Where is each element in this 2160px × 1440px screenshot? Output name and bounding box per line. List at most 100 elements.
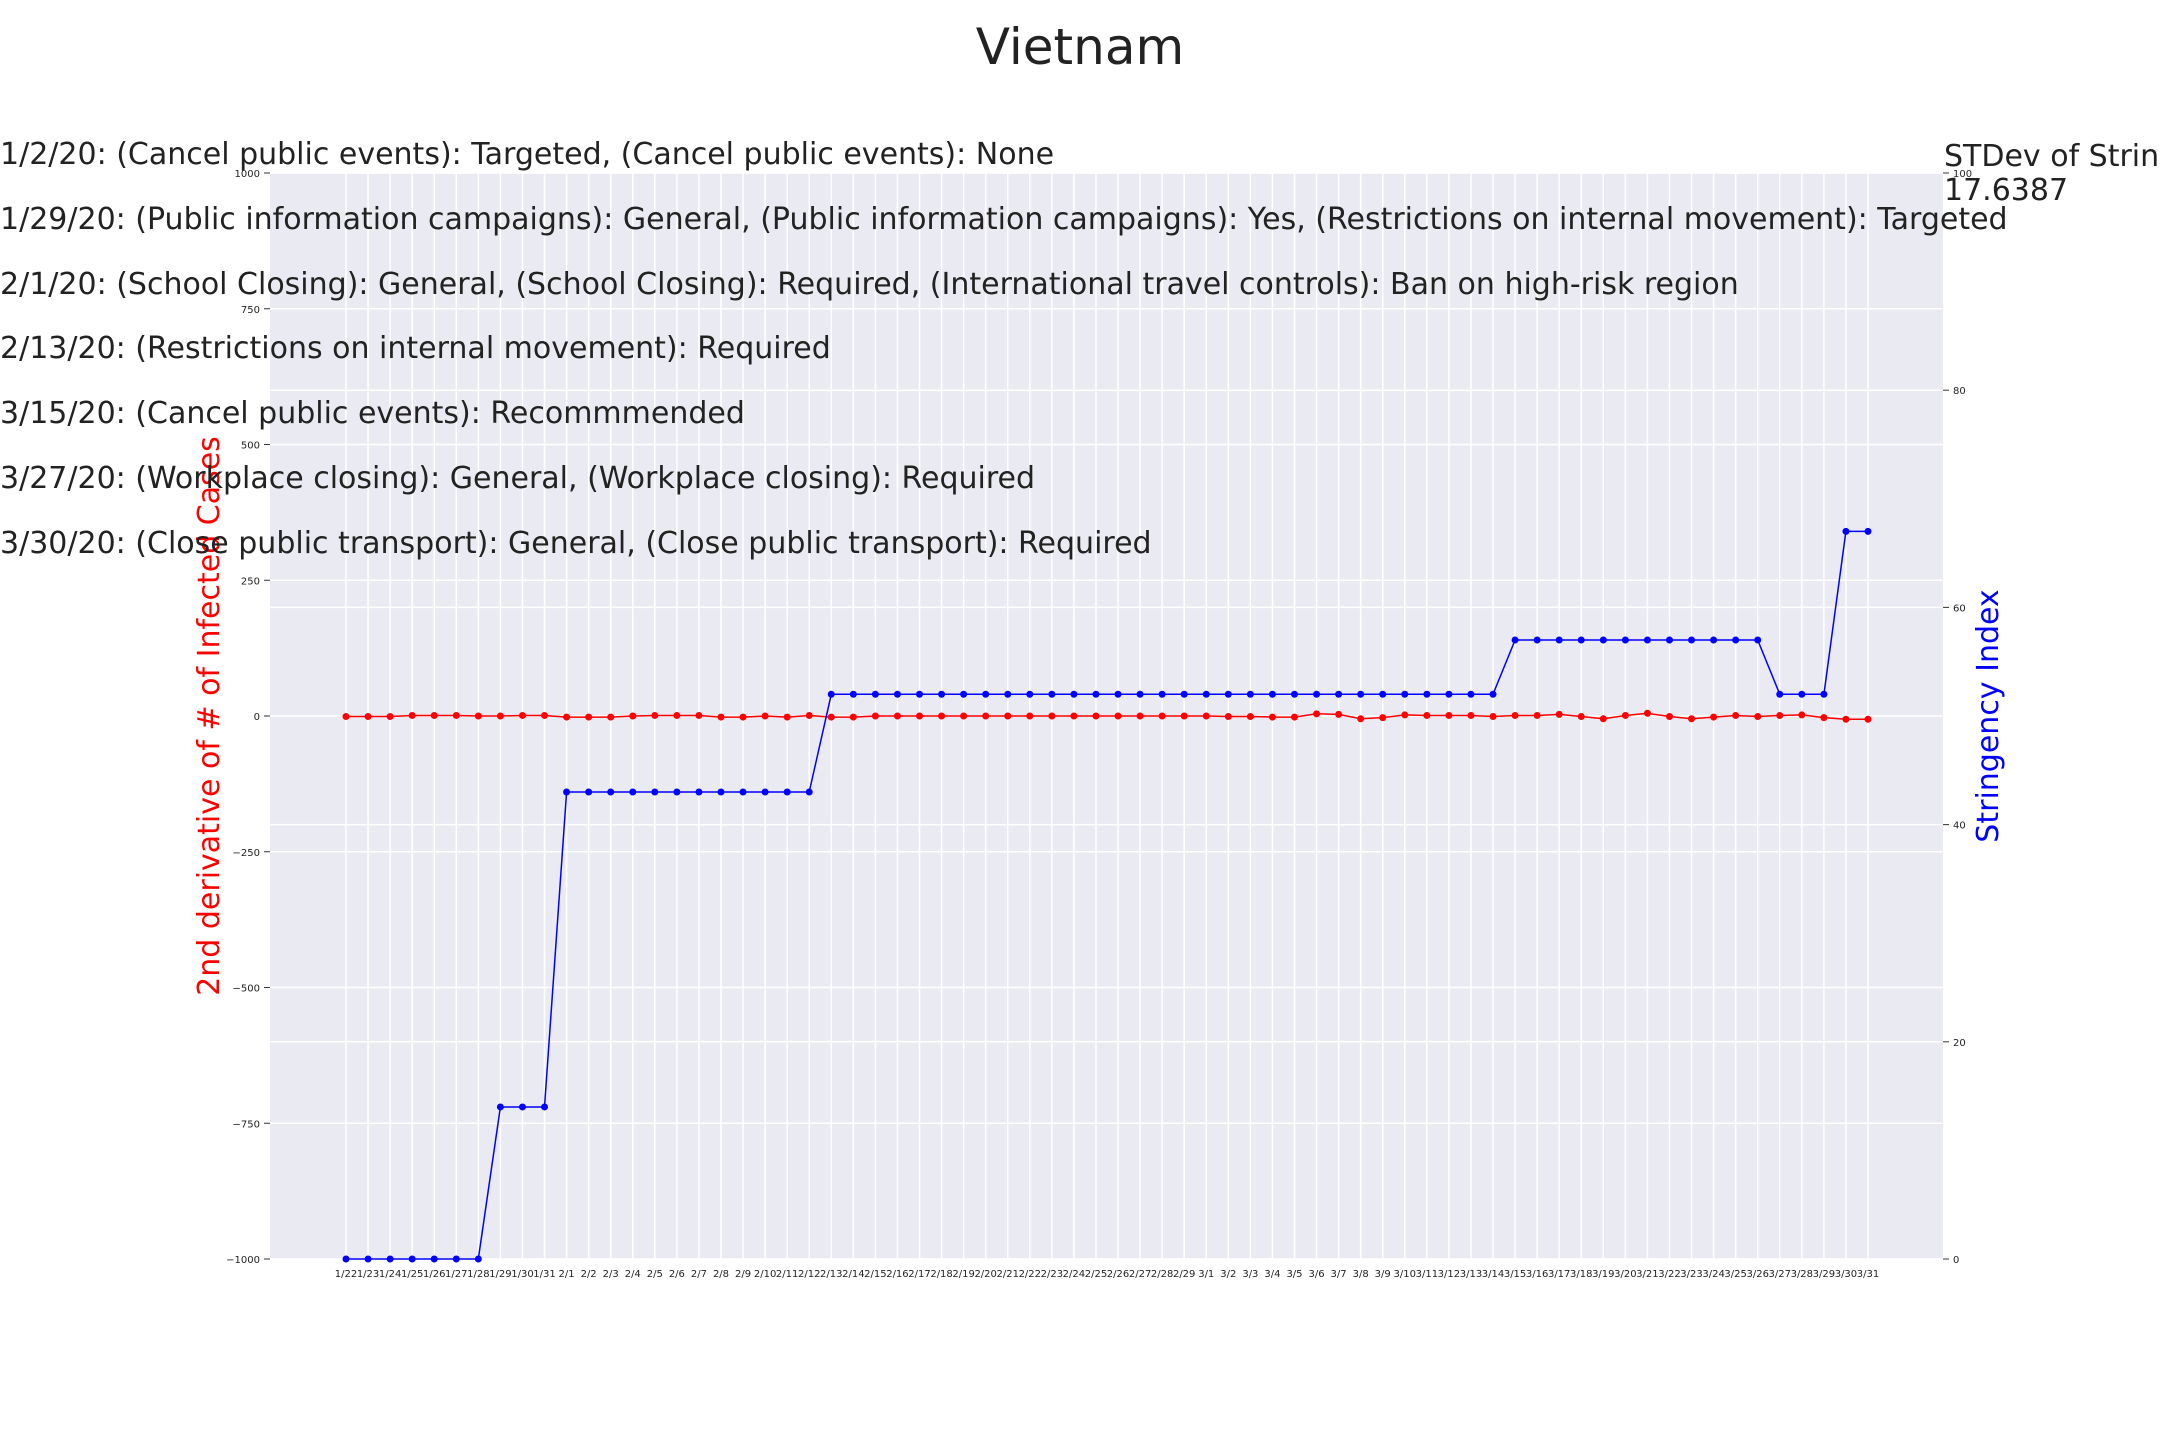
series-line	[346, 530, 1868, 1260]
x-tick-label: 2/16	[886, 1269, 908, 1280]
data-point	[893, 690, 901, 698]
data-point	[1401, 711, 1409, 719]
data-point	[1313, 690, 1321, 698]
data-point	[1180, 712, 1188, 720]
data-point	[1754, 713, 1762, 721]
x-tick-label: 3/6	[1309, 1269, 1325, 1280]
data-point	[673, 711, 681, 719]
data-point	[783, 788, 791, 796]
x-tick-label: 1/22	[335, 1269, 357, 1280]
data-point	[1643, 636, 1651, 644]
annotation-7: 3/30/20: (Close public transport): Gener…	[0, 526, 1152, 561]
series-line	[346, 712, 1868, 721]
data-point	[1070, 690, 1078, 698]
right-tick-label: 20	[1953, 1038, 1966, 1049]
annotation-2: 1/29/20: (Public information campaigns):…	[0, 202, 2008, 237]
left-axis-ticks: −1000 −750 −500 −250 0 250 500 750 1000	[226, 169, 270, 1266]
data-point	[1776, 711, 1784, 719]
data-point	[960, 712, 968, 720]
data-point	[1688, 636, 1696, 644]
left-tick-label: −500	[233, 984, 260, 995]
stdev-box: STDev of Stringency Index: 17.6387	[1944, 140, 2160, 208]
data-point	[342, 1255, 350, 1263]
x-tick-label: 3/28	[1791, 1269, 1813, 1280]
data-point	[1710, 713, 1718, 721]
x-tick-label: 1/30	[511, 1269, 533, 1280]
data-point	[1577, 713, 1585, 721]
x-tick-label: 3/31	[1857, 1269, 1879, 1280]
data-point	[1401, 690, 1409, 698]
x-tick-label: 2/11	[776, 1269, 798, 1280]
x-tick-label: 3/27	[1769, 1269, 1791, 1280]
x-tick-label: 3/30	[1835, 1269, 1857, 1280]
data-point	[1335, 690, 1343, 698]
data-point	[541, 1103, 549, 1111]
data-point	[585, 713, 593, 721]
x-tick-label: 3/1	[1198, 1269, 1214, 1280]
x-tick-label: 2/9	[735, 1269, 751, 1280]
x-tick-label: 2/24	[1063, 1269, 1085, 1280]
data-point	[1467, 690, 1475, 698]
x-tick-label: 1/31	[533, 1269, 555, 1280]
x-tick-label: 3/13	[1460, 1269, 1482, 1280]
x-tick-label: 3/11	[1416, 1269, 1438, 1280]
x-tick-label: 2/21	[997, 1269, 1019, 1280]
data-point	[761, 788, 769, 796]
x-tick-label: 2/13	[820, 1269, 842, 1280]
data-point	[1489, 690, 1497, 698]
left-tick-label: −750	[233, 1119, 260, 1130]
data-point	[982, 690, 990, 698]
data-point	[739, 713, 747, 721]
data-point	[849, 690, 857, 698]
data-point	[1268, 713, 1276, 721]
annotation-6: 3/27/20: (Workplace closing): General, (…	[0, 461, 1036, 496]
annotation-5: 3/15/20: (Cancel public events): Recommm…	[0, 396, 745, 431]
data-point	[1776, 690, 1784, 698]
data-point	[1511, 636, 1519, 644]
x-tick-label: 3/18	[1570, 1269, 1592, 1280]
right-tick-label: 100	[1953, 169, 1972, 180]
y-axis-label-right: Stringency Index	[1971, 589, 2006, 842]
data-point	[916, 712, 924, 720]
data-point	[496, 712, 504, 720]
data-point	[673, 788, 681, 796]
x-tick-label: 3/8	[1353, 1269, 1369, 1280]
data-point	[1114, 690, 1122, 698]
x-tick-label: 2/12	[798, 1269, 820, 1280]
x-tick-label: 3/9	[1375, 1269, 1391, 1280]
x-tick-label: 3/26	[1746, 1269, 1768, 1280]
x-tick-label: 3/5	[1286, 1269, 1302, 1280]
data-point	[1070, 712, 1078, 720]
right-tick-label: 40	[1953, 821, 1966, 832]
data-point	[1445, 711, 1453, 719]
data-point	[651, 711, 659, 719]
data-point	[1533, 636, 1541, 644]
data-point	[960, 690, 968, 698]
x-tick-label: 2/2	[581, 1269, 597, 1280]
data-point	[585, 788, 593, 796]
data-point	[982, 712, 990, 720]
left-tick-label: −250	[233, 848, 260, 859]
x-tick-label: 3/12	[1438, 1269, 1460, 1280]
x-tick-label: 2/14	[842, 1269, 864, 1280]
x-tick-label: 3/20	[1614, 1269, 1636, 1280]
data-point	[1467, 711, 1475, 719]
x-tick-label: 3/14	[1482, 1269, 1504, 1280]
x-tick-label: 1/25	[401, 1269, 423, 1280]
data-point	[474, 712, 482, 720]
x-tick-label: 2/25	[1085, 1269, 1107, 1280]
x-tick-label: 2/4	[625, 1269, 641, 1280]
data-point	[1732, 711, 1740, 719]
x-tick-label: 2/7	[691, 1269, 707, 1280]
x-tick-label: 3/17	[1548, 1269, 1570, 1280]
data-point	[1313, 710, 1321, 718]
right-axis-ticks: 0 20 40 60 80 100	[1943, 169, 1972, 1266]
series-1	[342, 709, 1872, 723]
x-tick-label: 3/10	[1394, 1269, 1416, 1280]
data-point	[452, 711, 460, 719]
data-point	[1357, 690, 1365, 698]
x-tick-label: 1/23	[357, 1269, 379, 1280]
data-point	[1246, 690, 1254, 698]
data-point	[1820, 714, 1828, 722]
